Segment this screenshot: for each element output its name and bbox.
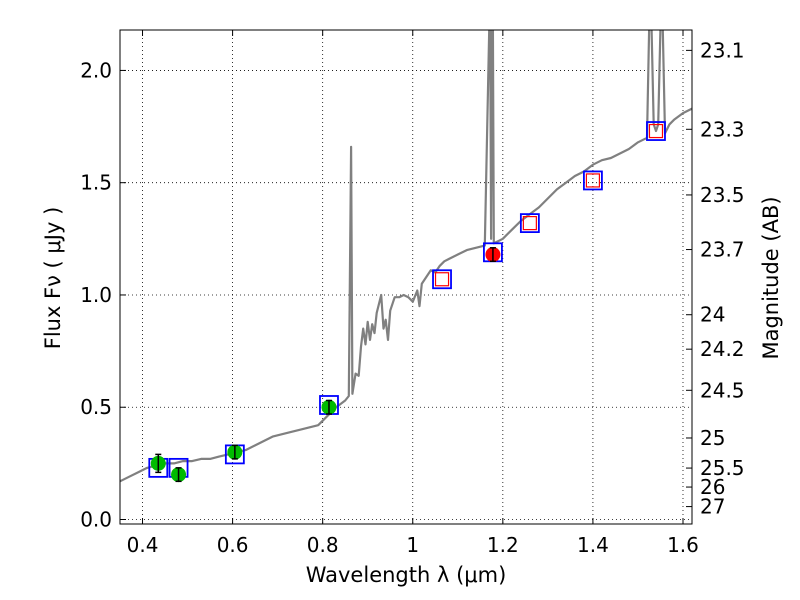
model-photometry-square [432,269,452,290]
y-right-tick-label: 23.5 [700,183,745,207]
model-spectrum [120,30,692,483]
y-right-tick-label: 24 [700,303,725,327]
x-tick-label: 1.4 [577,533,609,557]
upper-limit-square [585,173,601,188]
model-photometry-square [519,213,540,234]
x-tick-label: 1.2 [487,533,519,557]
axis-ticks: 0.4 0.6 0.8 1 1.2 1.4 1.6 0.0 0.5 1.0 1.5 2.0 23.1 23… [80,30,745,557]
plot-frame [119,29,693,525]
y-tick-label: 0.5 [80,395,112,419]
y-tick-label: 1.0 [80,283,112,307]
upper-limit-square [434,272,450,287]
x-tick-label: 0.4 [127,533,159,557]
model-spectrum-line [120,30,692,483]
model-photometry-square [646,121,666,141]
y-right-tick-label: 24.2 [700,337,745,361]
x-tick-label: 0.8 [307,533,339,557]
y-tick-label: 0.0 [80,508,112,532]
x-tick-label: 1.6 [667,533,699,557]
y-right-tick-label: 25 [700,426,725,450]
y-right-tick-label: 23.1 [700,38,745,62]
upper-limit-square [522,216,537,231]
y-right-tick-label: 23.3 [700,117,745,141]
y-axis-right-label: Magnitude (AB) [759,196,783,359]
photometry-points [148,121,666,483]
y-tick-label: 2.0 [80,58,112,82]
y-right-tick-label: 25.5 [700,456,745,480]
upper-limit-square [648,123,664,139]
x-tick-label: 1 [406,533,419,557]
x-axis-label: Wavelength λ (μm) [306,563,507,587]
model-photometry-square [583,170,603,191]
y-right-tick-label: 23.7 [700,238,745,262]
y-right-tick-label: 26 [700,475,725,499]
x-tick-label: 0.6 [217,533,249,557]
y-right-tick-label: 27 [700,495,725,519]
y-right-tick-label: 24.5 [700,378,745,402]
grid [120,30,692,524]
y-tick-label: 1.5 [80,171,112,195]
y-axis-label: Flux Fν ( μJy ) [41,207,65,350]
